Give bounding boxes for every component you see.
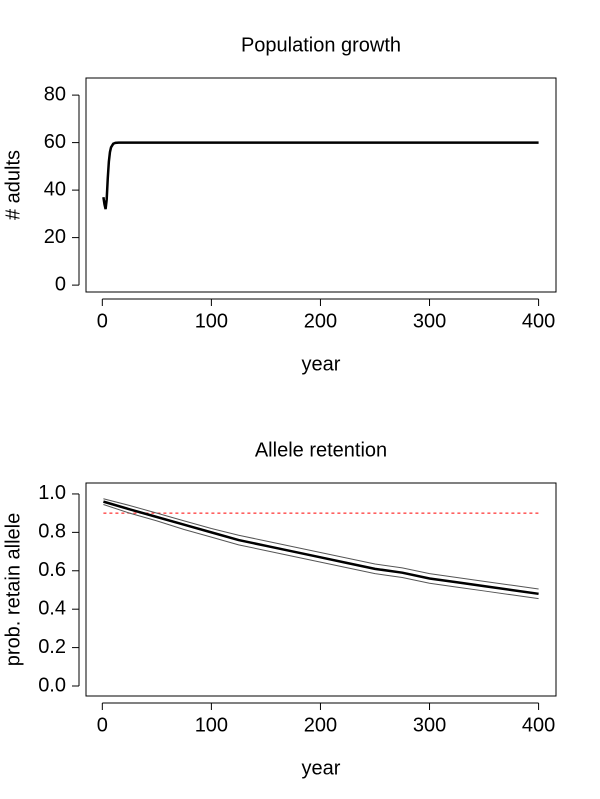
x-tick-label: 0 xyxy=(97,310,108,332)
x-tick-label: 200 xyxy=(304,714,337,736)
y-tick-label: 0.6 xyxy=(38,559,66,581)
data-line xyxy=(103,498,539,590)
y-tick-label: 0.4 xyxy=(38,597,66,619)
data-line xyxy=(102,141,539,210)
x-axis-label: year xyxy=(302,353,341,375)
y-tick-label: 0 xyxy=(55,273,66,295)
x-tick-label: 100 xyxy=(195,714,228,736)
y-tick-label: 0.0 xyxy=(38,674,66,696)
x-tick-label: 400 xyxy=(522,714,555,736)
x-tick-label: 100 xyxy=(195,310,228,332)
y-axis-label: prob. retain allele xyxy=(2,513,24,666)
y-tick-label: 60 xyxy=(44,131,66,153)
x-tick-label: 300 xyxy=(413,714,446,736)
data-line xyxy=(103,500,539,596)
x-tick-label: 400 xyxy=(522,310,555,332)
y-tick-label: 1.0 xyxy=(38,482,66,504)
x-axis-label: year xyxy=(302,757,341,779)
chart-title: Allele retention xyxy=(255,439,387,461)
x-tick-label: 300 xyxy=(413,310,446,332)
x-tick-label: 200 xyxy=(304,310,337,332)
plot-box xyxy=(85,77,557,293)
chart-title: Population growth xyxy=(241,34,401,56)
y-tick-label: 20 xyxy=(44,226,66,248)
data-line xyxy=(103,504,539,600)
y-tick-label: 40 xyxy=(44,178,66,200)
y-tick-label: 0.2 xyxy=(38,636,66,658)
y-tick-label: 80 xyxy=(44,83,66,105)
x-tick-label: 0 xyxy=(97,714,108,736)
y-tick-label: 0.8 xyxy=(38,521,66,543)
plot-box xyxy=(85,482,557,697)
y-axis-label: # adults xyxy=(2,150,24,220)
